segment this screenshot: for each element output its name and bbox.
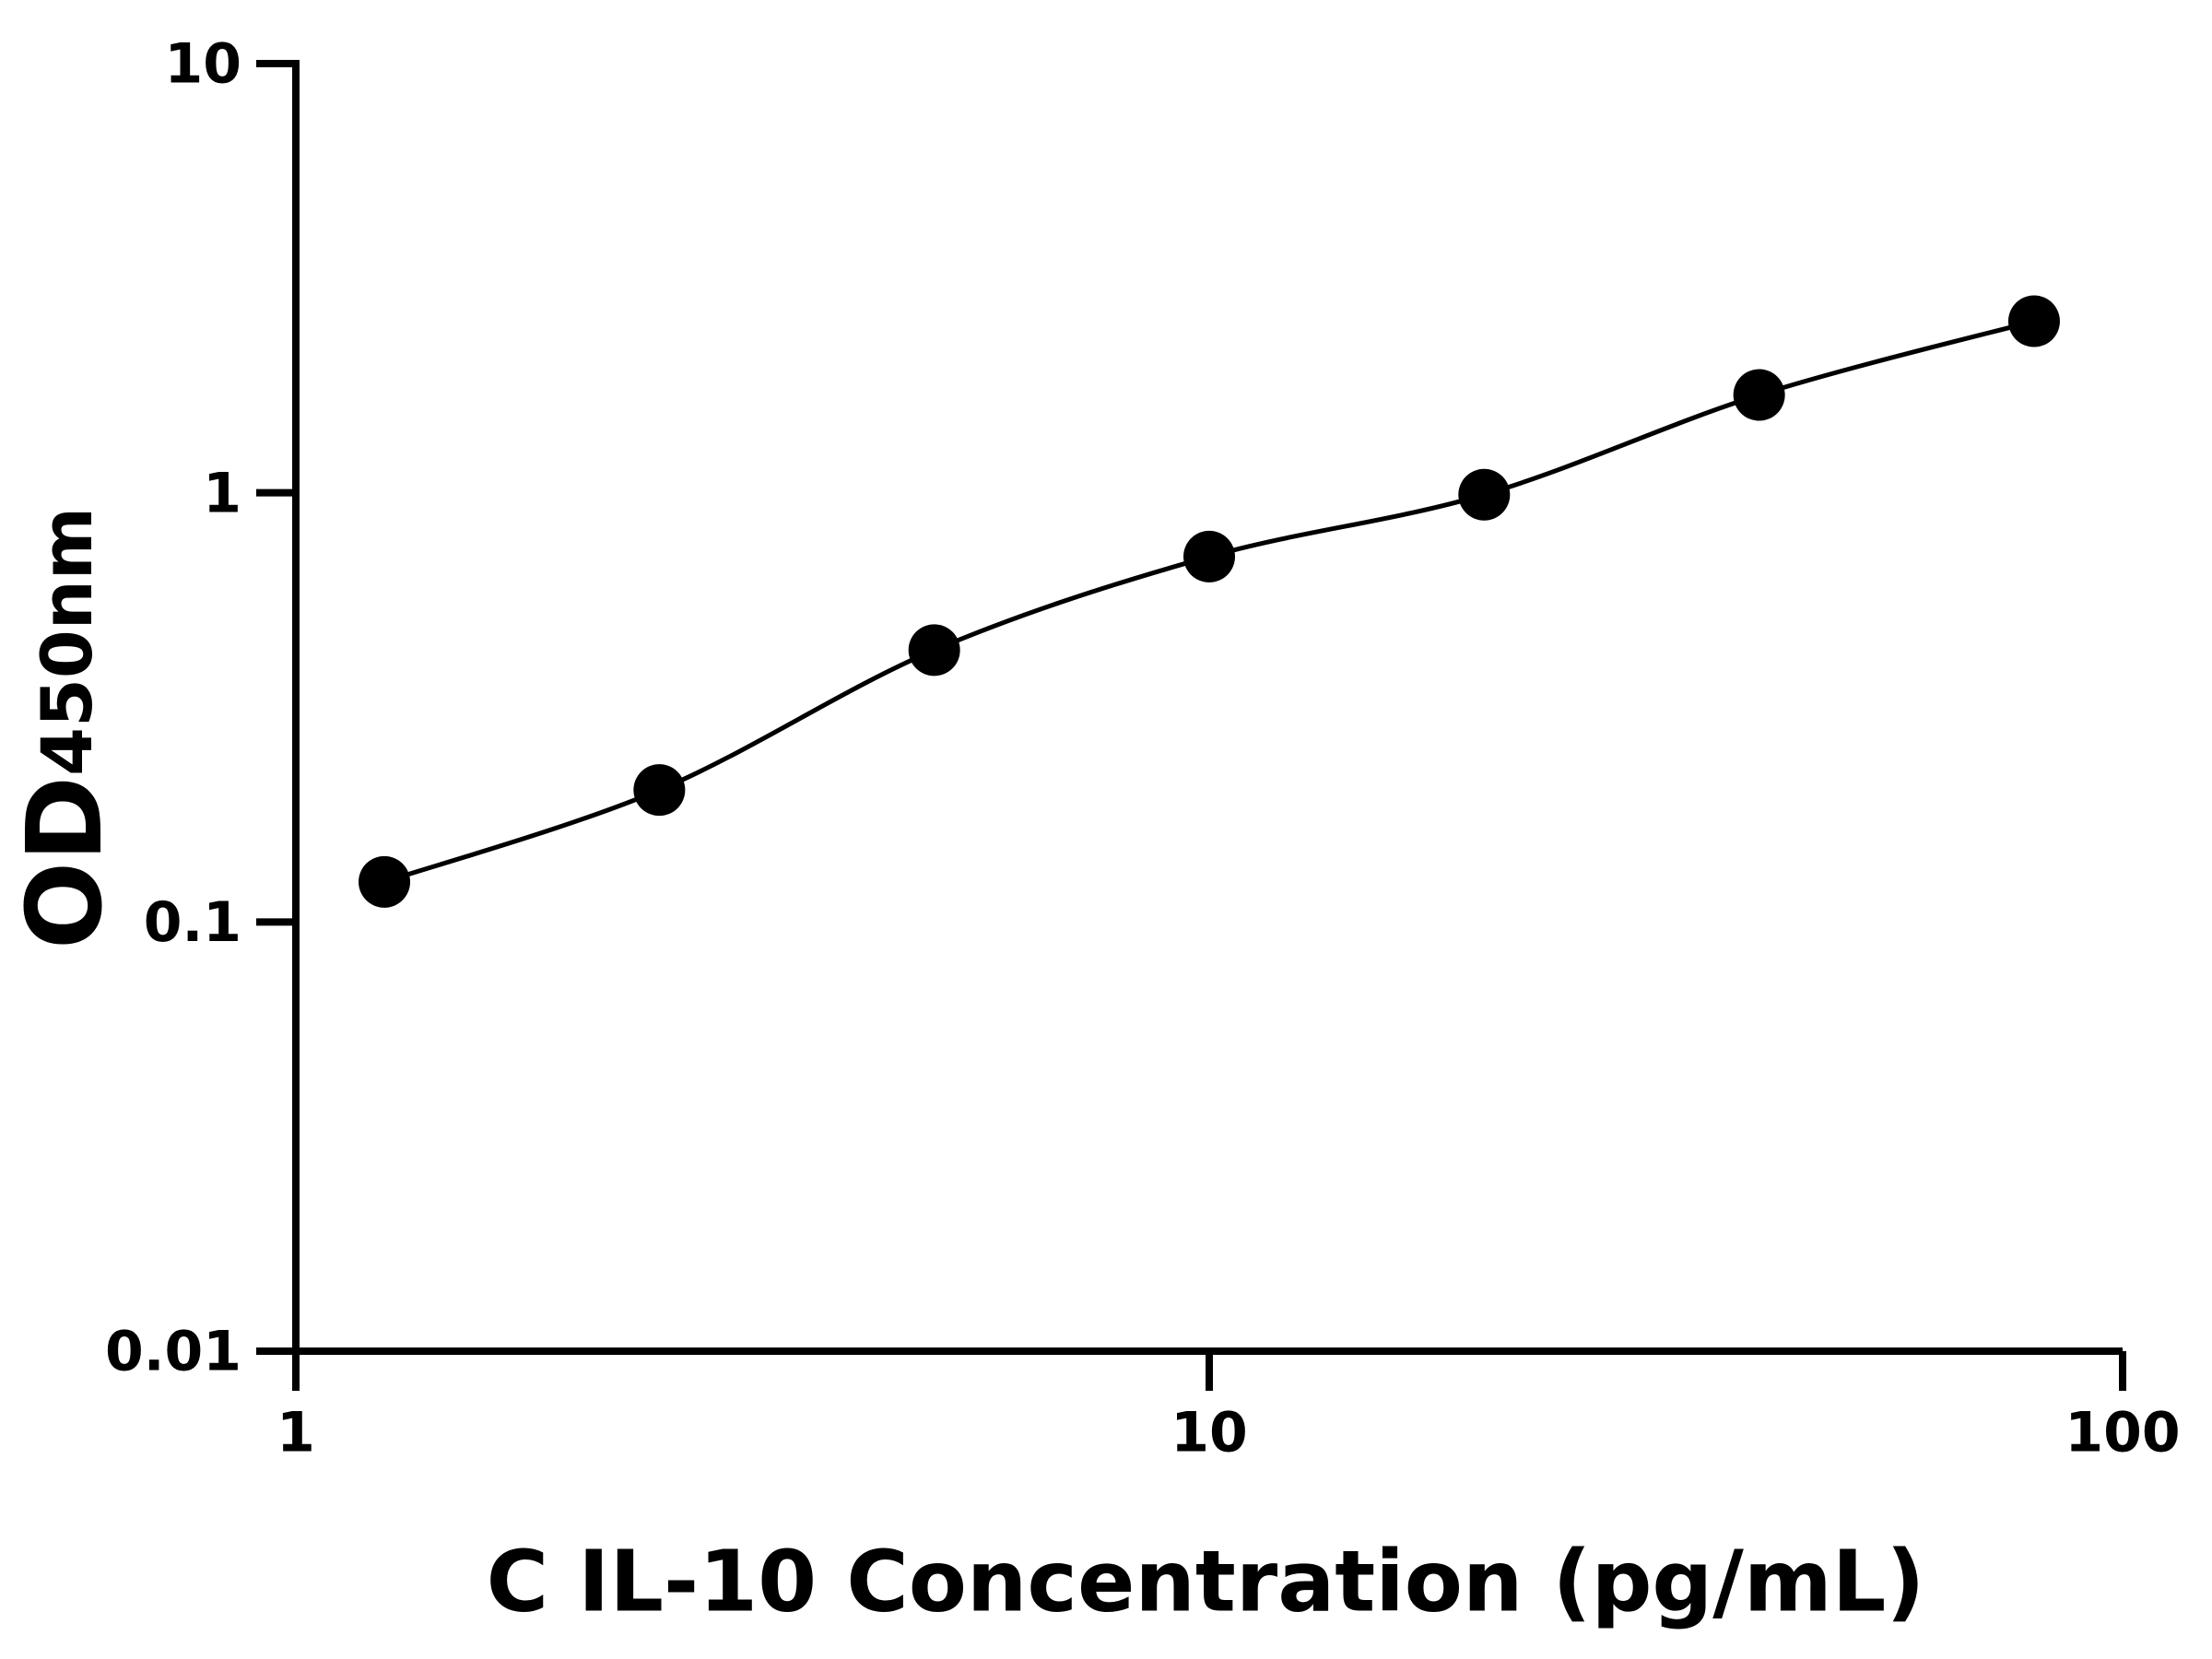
data-point (633, 764, 686, 817)
data-point (1733, 369, 1785, 421)
y-tick-label: 0.1 (144, 890, 241, 955)
y-tick-label: 10 (165, 32, 242, 97)
x-tick-label: 10 (1171, 1401, 1248, 1465)
data-point (908, 624, 960, 677)
y-axis-label: OD450nm (6, 507, 125, 949)
fit-curve (383, 319, 2035, 885)
data-point (1458, 468, 1511, 521)
x-axis-label: C IL-10 Concentration (pg/mL) (487, 1532, 1925, 1630)
x-tick-label: 100 (2065, 1401, 2180, 1465)
data-point (2007, 295, 2060, 347)
data-point (1183, 530, 1235, 582)
x-tick-label: 1 (276, 1401, 315, 1465)
y-label-sub: 450nm (26, 507, 108, 776)
y-tick-label: 0.01 (105, 1320, 241, 1384)
data-point (359, 855, 411, 908)
y-tick-label: 1 (203, 461, 241, 525)
y-label-main: OD (6, 776, 125, 949)
